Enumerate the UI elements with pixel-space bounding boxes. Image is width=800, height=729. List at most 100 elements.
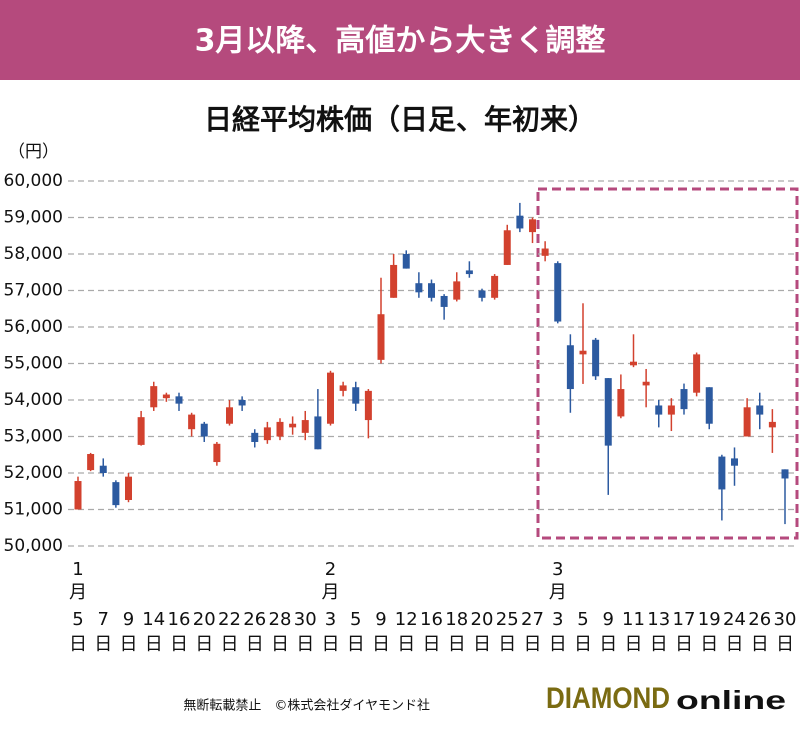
candle-body [301, 420, 309, 433]
y-tick-label: 60,000 [4, 171, 63, 191]
month-suffix: 月 [549, 582, 567, 603]
x-tick-label: 3 [325, 609, 336, 630]
candle-body [162, 394, 170, 399]
x-tick-label: 16 [420, 609, 443, 630]
day-suffix: 日 [574, 634, 592, 655]
logo-main: DIAMOND [546, 682, 670, 715]
candle-body [554, 263, 562, 322]
candle-body [137, 417, 145, 445]
month-label: 2 [325, 559, 336, 580]
x-tick-label: 27 [521, 609, 544, 630]
x-tick-label: 9 [123, 609, 134, 630]
x-tick-label: 28 [269, 609, 292, 630]
day-suffix: 日 [322, 634, 340, 655]
y-tick-label: 59,000 [4, 208, 63, 228]
candle-body [453, 281, 461, 300]
y-tick-label: 53,000 [4, 427, 63, 447]
day-suffix: 日 [397, 634, 415, 655]
candle-body [352, 387, 360, 404]
candle-body [188, 414, 196, 430]
day-suffix: 日 [700, 634, 718, 655]
y-tick-label: 51,000 [4, 500, 63, 520]
banner [0, 0, 800, 80]
day-suffix: 日 [448, 634, 466, 655]
day-suffix: 日 [625, 634, 643, 655]
candle-body [99, 465, 107, 473]
candle-body [491, 275, 499, 298]
day-suffix: 日 [675, 634, 693, 655]
candle-body [289, 423, 297, 428]
day-suffix: 日 [599, 634, 617, 655]
day-suffix: 日 [473, 634, 491, 655]
x-tick-label: 3 [552, 609, 563, 630]
x-tick-label: 26 [748, 609, 771, 630]
y-unit: （円） [8, 142, 59, 162]
x-tick-label: 24 [723, 609, 746, 630]
day-suffix: 日 [751, 634, 769, 655]
candle-body [150, 386, 158, 408]
x-tick-label: 5 [577, 609, 588, 630]
candle-body [415, 283, 423, 293]
x-tick-label: 14 [142, 609, 165, 630]
banner-text: 3月以降、高値から大きく調整 [195, 24, 606, 59]
day-suffix: 日 [221, 634, 239, 655]
candle-body [238, 400, 246, 406]
y-tick-label: 50,000 [4, 536, 63, 556]
y-tick-label: 52,000 [4, 463, 63, 483]
day-suffix: 日 [145, 634, 163, 655]
candle-body [314, 416, 322, 450]
logo-sub: online [676, 685, 786, 715]
candle-body [642, 381, 650, 386]
candle-body [705, 387, 713, 424]
day-suffix: 日 [296, 634, 314, 655]
x-tick-label: 20 [471, 609, 494, 630]
y-tick-label: 54,000 [4, 390, 63, 410]
day-suffix: 日 [423, 634, 441, 655]
candle-body [630, 361, 637, 366]
candle-body [74, 481, 82, 510]
month-label: 3 [552, 559, 563, 580]
candle-body [213, 443, 221, 463]
x-tick-label: 18 [445, 609, 468, 630]
y-tick-label: 57,000 [4, 281, 63, 301]
x-tick-label: 26 [243, 609, 266, 630]
candle-body [667, 405, 675, 415]
x-tick-label: 9 [603, 609, 614, 630]
x-tick-label: 13 [647, 609, 670, 630]
candle-body [617, 389, 625, 417]
candle-body [478, 290, 486, 298]
day-suffix: 日 [498, 634, 516, 655]
candle-body [693, 354, 701, 393]
day-suffix: 日 [271, 634, 289, 655]
day-suffix: 日 [246, 634, 264, 655]
candle-body [327, 372, 334, 424]
y-tick-label: 55,000 [4, 354, 63, 374]
candle-body [428, 283, 435, 298]
candle-body [655, 405, 663, 415]
x-tick-label: 25 [496, 609, 519, 630]
day-suffix: 日 [650, 634, 668, 655]
candle-body [87, 454, 95, 471]
candle-body [529, 219, 536, 233]
day-suffix: 日 [170, 634, 188, 655]
x-tick-label: 9 [375, 609, 386, 630]
x-tick-label: 22 [218, 609, 241, 630]
month-suffix: 月 [69, 582, 87, 603]
x-tick-label: 19 [698, 609, 721, 630]
candle-body [579, 350, 587, 355]
y-tick-label: 56,000 [4, 317, 63, 337]
candle-body [465, 270, 473, 275]
x-tick-label: 5 [72, 609, 83, 630]
candle-body [718, 456, 726, 490]
candle-body [175, 396, 183, 404]
candle-body [503, 230, 511, 265]
x-tick-label: 11 [622, 609, 645, 630]
x-tick-label: 30 [294, 609, 317, 630]
x-tick-label: 12 [395, 609, 418, 630]
candle-body [604, 378, 612, 446]
candle-body [756, 405, 764, 415]
x-tick-label: 30 [774, 609, 797, 630]
x-tick-label: 16 [168, 609, 191, 630]
